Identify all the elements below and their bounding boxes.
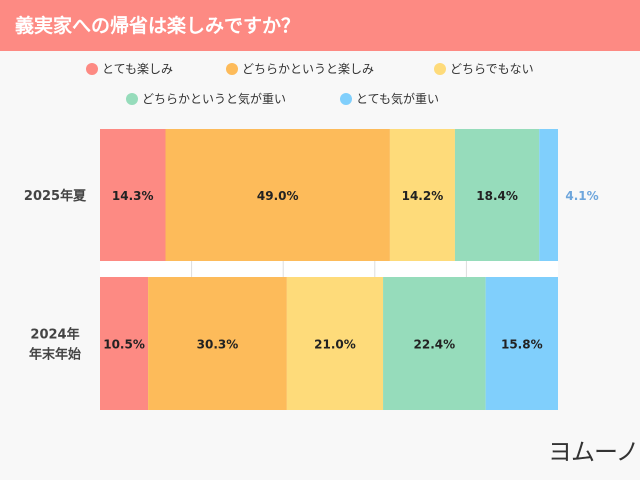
bar-segment (454, 129, 540, 261)
legend-swatch (340, 92, 352, 105)
data-label: 49.0% (257, 189, 299, 203)
legend-swatch (226, 62, 238, 75)
category-label: 年末年始 (29, 347, 81, 363)
legend-item: どちらかというと楽しみ (226, 60, 374, 77)
bar-segment (100, 129, 166, 261)
bar-segment (148, 277, 287, 410)
legend-item: どちらでもない (434, 60, 534, 77)
bar-segment (100, 277, 149, 410)
data-label: 15.8% (501, 338, 543, 352)
gap-band (100, 261, 558, 277)
category-label: 2024年 (30, 327, 79, 343)
chart-title: 義実家への帰省は楽しみですか？ (15, 15, 301, 37)
legend-label: どちらでもない (450, 62, 534, 76)
bar-segment (389, 129, 455, 261)
legend-label: どちらかというと楽しみ (242, 62, 375, 76)
legend-item: とても気が重い (340, 90, 439, 107)
legend-label: とても気が重い (356, 92, 440, 106)
bar-segment (165, 129, 390, 261)
data-label: 14.2% (402, 189, 444, 203)
legend-item: どちらかというと気が重い (126, 90, 286, 107)
legend-label: とても楽しみ (102, 62, 174, 76)
legend-swatch (126, 92, 138, 105)
bar-segment (539, 129, 558, 261)
data-label: 14.3% (112, 189, 154, 203)
data-label: 21.0% (314, 338, 356, 352)
category-label: 2025年夏 (24, 188, 87, 204)
data-label: 18.4% (476, 189, 518, 203)
legend-label: どちらかというと気が重い (142, 92, 287, 106)
data-label: 22.4% (414, 338, 456, 352)
bar-segment (383, 277, 486, 410)
header-banner: 義実家への帰省は楽しみですか？ (0, 0, 640, 51)
legend-item: とても楽しみ (86, 60, 173, 77)
data-label: 4.1% (565, 189, 598, 203)
legend-swatch (434, 62, 446, 75)
bar-segment (485, 277, 558, 410)
data-label: 30.3% (197, 338, 239, 352)
logo: ヨムーノ (548, 438, 640, 466)
legend-swatch (86, 62, 98, 75)
bar-segment (286, 277, 384, 410)
data-label: 10.5% (103, 338, 145, 352)
